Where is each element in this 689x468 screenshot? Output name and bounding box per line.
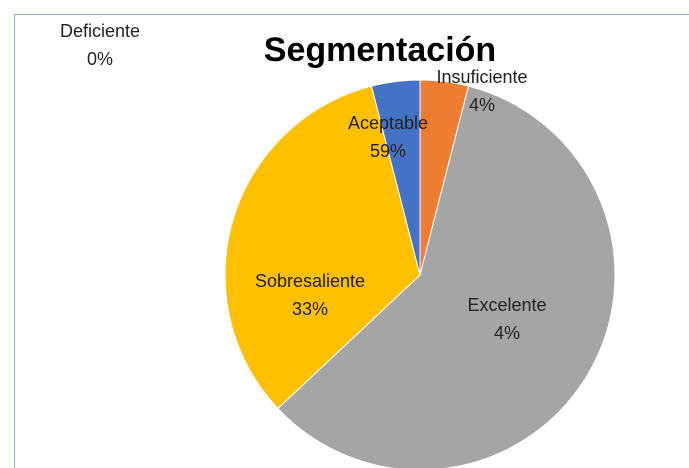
data-label-name: Sobresaliente <box>255 271 365 291</box>
data-label-value: 4% <box>494 323 520 343</box>
data-label-value: 0% <box>87 49 113 69</box>
chart-title: Segmentación <box>264 31 496 69</box>
data-label-name: Excelente <box>467 295 546 315</box>
pie-slice <box>277 85 616 468</box>
data-label-name: Insuficiente <box>436 67 527 87</box>
data-label-value: 4% <box>469 95 495 115</box>
data-label-name: Aceptable <box>348 113 428 133</box>
data-label-name: Deficiente <box>60 21 140 41</box>
data-label-value: 59% <box>370 141 406 161</box>
pie-slice <box>370 79 421 276</box>
pie-slice <box>224 85 421 410</box>
data-label-value: 33% <box>292 299 328 319</box>
